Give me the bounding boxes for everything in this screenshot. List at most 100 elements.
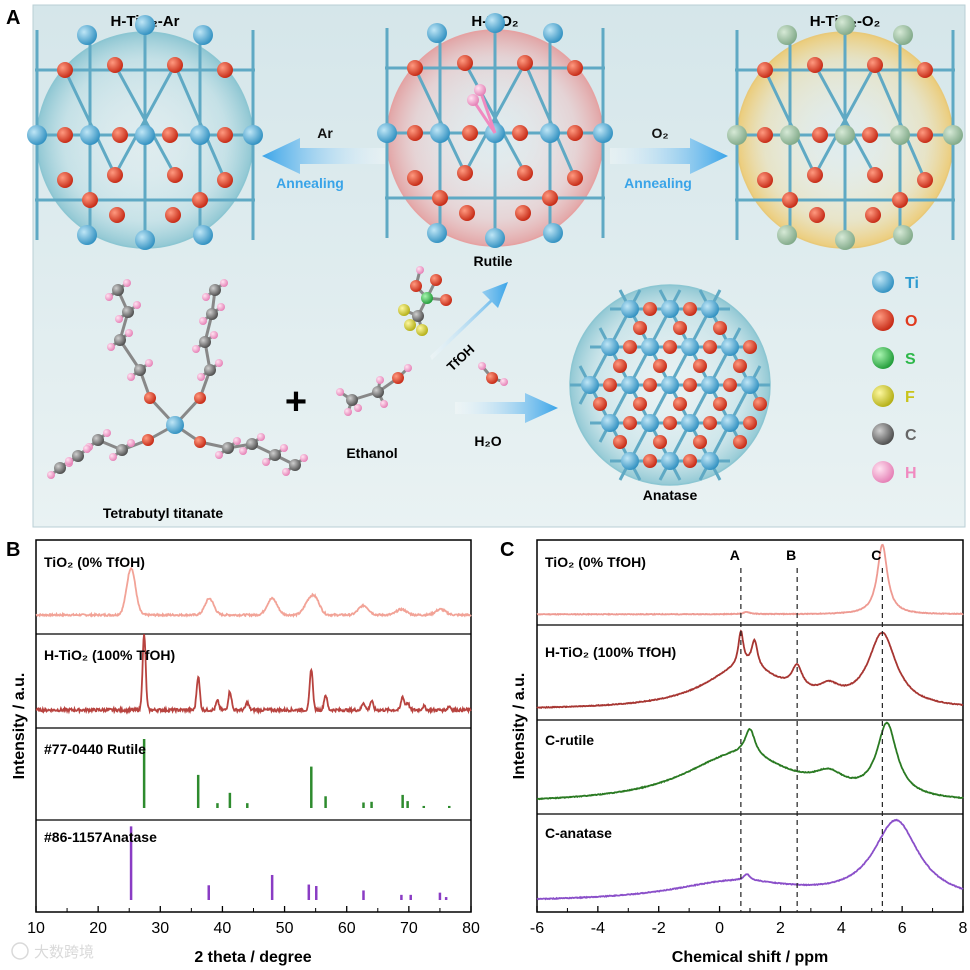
molecule-atom-h [220, 279, 228, 287]
molecule-atom-h [215, 451, 223, 459]
lattice-atom-o [683, 454, 697, 468]
nmr-tick-label: 2 [776, 920, 785, 937]
lattice-atom-o [753, 397, 767, 411]
sphere-h-tio2-o2 [727, 15, 963, 250]
lattice-atom-ti [601, 414, 619, 432]
molecule-atom-c [92, 434, 104, 446]
molecule-ethanol [336, 364, 412, 416]
lattice-atom-ti [543, 23, 563, 43]
molecule-atom-c [206, 308, 218, 320]
lattice-atom-o [517, 165, 533, 181]
xrd-label-h-tio2: H-TiO₂ (100% TfOH) [44, 647, 175, 663]
lattice-atom-o [917, 62, 933, 78]
xrd-tick-label: 60 [338, 920, 356, 937]
molecule-atom-h [103, 429, 111, 437]
molecule-atom-h [202, 293, 210, 301]
molecule-water [478, 362, 508, 386]
lattice-atom-ti [777, 25, 797, 45]
molecule-atom-h [65, 457, 73, 465]
xrd-tick-label: 30 [151, 920, 169, 937]
lattice-atom-ti [540, 123, 560, 143]
molecule-atom-h [280, 444, 288, 452]
molecule-atom-h [336, 388, 344, 396]
nmr-series-line [536, 818, 964, 901]
molecule-atom-h [83, 445, 91, 453]
lattice-atom-o [515, 205, 531, 221]
lattice-atom-o [217, 172, 233, 188]
legend-label-o: O [905, 313, 917, 330]
xrd-x-axis: 10 20 30 40 50 60 70 80 [27, 906, 480, 937]
legend-label-f: F [905, 389, 915, 406]
lattice-atom-ti [601, 338, 619, 356]
lattice-atom-ti [427, 223, 447, 243]
legend-swatch-ti [872, 271, 894, 293]
lattice-atom-o [867, 167, 883, 183]
molecule-atom-c [269, 449, 281, 461]
lattice-atom-ti [641, 338, 659, 356]
arrow-o2-process: Annealing [624, 175, 692, 191]
lattice-atom-ti [835, 15, 855, 35]
lattice-atom-o [663, 340, 677, 354]
lattice-atom-o [407, 125, 423, 141]
lattice-atom-o [892, 192, 908, 208]
molecule-atom-f [398, 304, 410, 316]
nmr-tick-label: 6 [898, 920, 907, 937]
lattice-bond [873, 64, 927, 181]
lattice-atom-o [757, 62, 773, 78]
legend-swatch-h [872, 461, 894, 483]
lattice-bond [523, 62, 577, 179]
molecule-atom-f [404, 319, 416, 331]
arrow-ar-annealing [262, 138, 385, 174]
lattice-atom-o [432, 190, 448, 206]
molecule-atom-c [346, 394, 358, 406]
lattice-atom-ti [893, 225, 913, 245]
nmr-plot-area [536, 543, 964, 901]
lattice-atom-o [867, 57, 883, 73]
nmr-series-line [536, 629, 964, 709]
molecule-atom-c [289, 459, 301, 471]
lattice-atom-o [782, 192, 798, 208]
lattice-atom-o [663, 416, 677, 430]
lattice-atom-o [643, 454, 657, 468]
lattice-atom-o [917, 172, 933, 188]
lattice-atom-o [733, 435, 747, 449]
molecule-atom-c [199, 336, 211, 348]
molecule-atom-h [109, 453, 117, 461]
xrd-plot-area [35, 566, 472, 900]
lattice-atom-ti [135, 15, 155, 35]
lattice-atom-o [917, 127, 933, 143]
lattice-h [377, 13, 613, 248]
lattice-atom-o [57, 127, 73, 143]
lattice-atom-o [809, 207, 825, 223]
watermark-text: 大数跨境 [34, 943, 94, 961]
molecule-atom-h [107, 343, 115, 351]
molecule-atom-o [194, 436, 206, 448]
lattice-atom-o [567, 170, 583, 186]
nmr-tick-label: -6 [530, 920, 544, 937]
lattice-atom-o [217, 62, 233, 78]
molecule-atom-c [116, 444, 128, 456]
molecule-tfoh [398, 266, 452, 336]
lattice-ar [27, 15, 263, 250]
lattice-bond [463, 62, 527, 174]
lattice-atom-o [462, 125, 478, 141]
nmr-marker-label: A [730, 547, 740, 563]
nmr-series-line [536, 721, 964, 801]
lattice-atom-o [743, 340, 757, 354]
lattice-atom-o [82, 192, 98, 208]
lattice-atom-ti [893, 25, 913, 45]
lattice-atom-ti [701, 452, 719, 470]
molecule-atom-h [133, 301, 141, 309]
lattice-atom-o [167, 167, 183, 183]
xrd-series-line [35, 566, 472, 618]
arrow-o2-annealing [610, 138, 728, 174]
panel-b-letter: B [6, 539, 20, 561]
plus-sign: + [285, 381, 307, 423]
molecule-atom-h [233, 437, 241, 445]
molecule-atom-h [115, 315, 123, 323]
xrd-tick-label: 40 [214, 920, 232, 937]
nmr-marker-label: C [871, 547, 881, 563]
molecule-atom-h [500, 378, 508, 386]
molecule-atom-o [430, 274, 442, 286]
molecule-atom-c [222, 442, 234, 454]
